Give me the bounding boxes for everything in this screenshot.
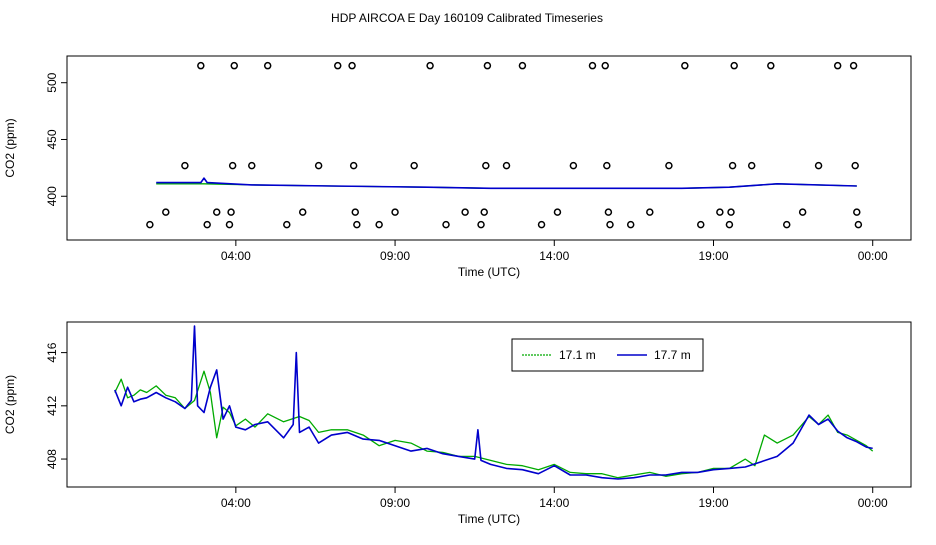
x-tick-label: 00:00 <box>858 249 888 263</box>
data-point <box>248 161 256 170</box>
data-point <box>442 220 450 229</box>
y-tick-label: 400 <box>45 186 59 206</box>
data-point <box>283 220 291 229</box>
plot-frame <box>66 55 912 241</box>
series-line-17-7-m <box>114 325 873 480</box>
data-point <box>626 220 635 229</box>
data-point <box>646 208 654 216</box>
data-point <box>853 208 861 216</box>
data-point <box>146 220 154 229</box>
y-tick-label: 408 <box>45 449 59 469</box>
data-point <box>228 161 237 170</box>
data-point <box>569 161 578 170</box>
x-axis-label: Time (UTC) <box>458 512 520 526</box>
data-point <box>697 220 705 229</box>
x-tick-label: 19:00 <box>698 496 728 510</box>
data-point <box>426 61 434 70</box>
data-point <box>716 208 724 216</box>
x-tick-label: 00:00 <box>858 496 888 510</box>
data-point <box>197 61 205 70</box>
y-tick-label: 416 <box>45 342 59 362</box>
data-point <box>353 220 361 229</box>
data-point <box>782 220 791 229</box>
data-point <box>537 220 546 229</box>
data-point <box>665 161 673 170</box>
data-point <box>263 61 272 70</box>
data-point <box>298 208 307 216</box>
y-tick-label: 450 <box>45 129 59 149</box>
data-point <box>212 208 221 216</box>
data-point <box>553 208 562 216</box>
x-tick-label: 14:00 <box>539 249 569 263</box>
data-point <box>604 208 613 216</box>
data-point <box>480 208 488 216</box>
x-tick-label: 04:00 <box>221 249 251 263</box>
data-point <box>410 161 418 170</box>
data-point <box>181 161 189 170</box>
x-tick-label: 19:00 <box>698 249 728 263</box>
data-point <box>502 161 511 170</box>
data-point <box>601 61 609 70</box>
data-point <box>727 208 735 216</box>
data-point <box>730 61 738 70</box>
y-axis-label: CO2 (ppm) <box>3 118 17 177</box>
data-point <box>482 161 490 170</box>
y-axis-label: CO2 (ppm) <box>3 375 17 434</box>
series-line-1 <box>156 177 857 190</box>
x-tick-label: 09:00 <box>380 249 410 263</box>
data-point <box>518 61 527 70</box>
data-point <box>851 161 859 170</box>
data-point <box>747 161 756 170</box>
x-tick-label: 14:00 <box>539 496 569 510</box>
data-point <box>798 208 807 216</box>
data-point <box>461 208 469 216</box>
data-point <box>588 61 597 70</box>
data-point <box>203 220 211 229</box>
data-point <box>314 161 323 170</box>
bottom-chart-panel: 04:00 09:00 14:00 19:00 00:00 Time (UTC) 408 41… <box>3 321 912 526</box>
data-point <box>351 208 360 216</box>
data-point <box>849 61 858 70</box>
y-tick-label: 500 <box>45 72 59 92</box>
data-point <box>833 61 842 70</box>
data-point <box>391 208 399 216</box>
data-point <box>681 61 689 70</box>
data-point <box>606 220 614 229</box>
data-point <box>230 61 239 70</box>
data-point <box>225 220 234 229</box>
data-point <box>728 161 737 170</box>
data-point <box>348 61 356 70</box>
figure-title: HDP AIRCOA E Day 160109 Calibrated Times… <box>331 11 603 25</box>
data-point <box>814 161 823 170</box>
data-point <box>162 208 170 216</box>
data-point <box>333 61 342 70</box>
data-point <box>349 161 358 170</box>
data-point <box>483 61 492 70</box>
x-tick-label: 09:00 <box>380 496 410 510</box>
x-tick-label: 04:00 <box>221 496 251 510</box>
legend-label-17-7-m: 17.7 m <box>654 348 691 362</box>
top-chart-panel: 04:00 09:00 14:00 19:00 00:00 Time (UTC) 400 45… <box>3 55 912 279</box>
data-point <box>725 220 734 229</box>
data-point <box>603 161 611 170</box>
data-point <box>375 220 383 229</box>
data-point <box>477 220 485 229</box>
legend-label-17-1-m: 17.1 m <box>559 348 596 362</box>
data-point <box>227 208 235 216</box>
x-axis-label: Time (UTC) <box>458 265 520 279</box>
data-point <box>854 220 863 229</box>
plot-frame <box>66 321 912 488</box>
data-point <box>767 61 775 70</box>
y-tick-label: 412 <box>45 395 59 415</box>
